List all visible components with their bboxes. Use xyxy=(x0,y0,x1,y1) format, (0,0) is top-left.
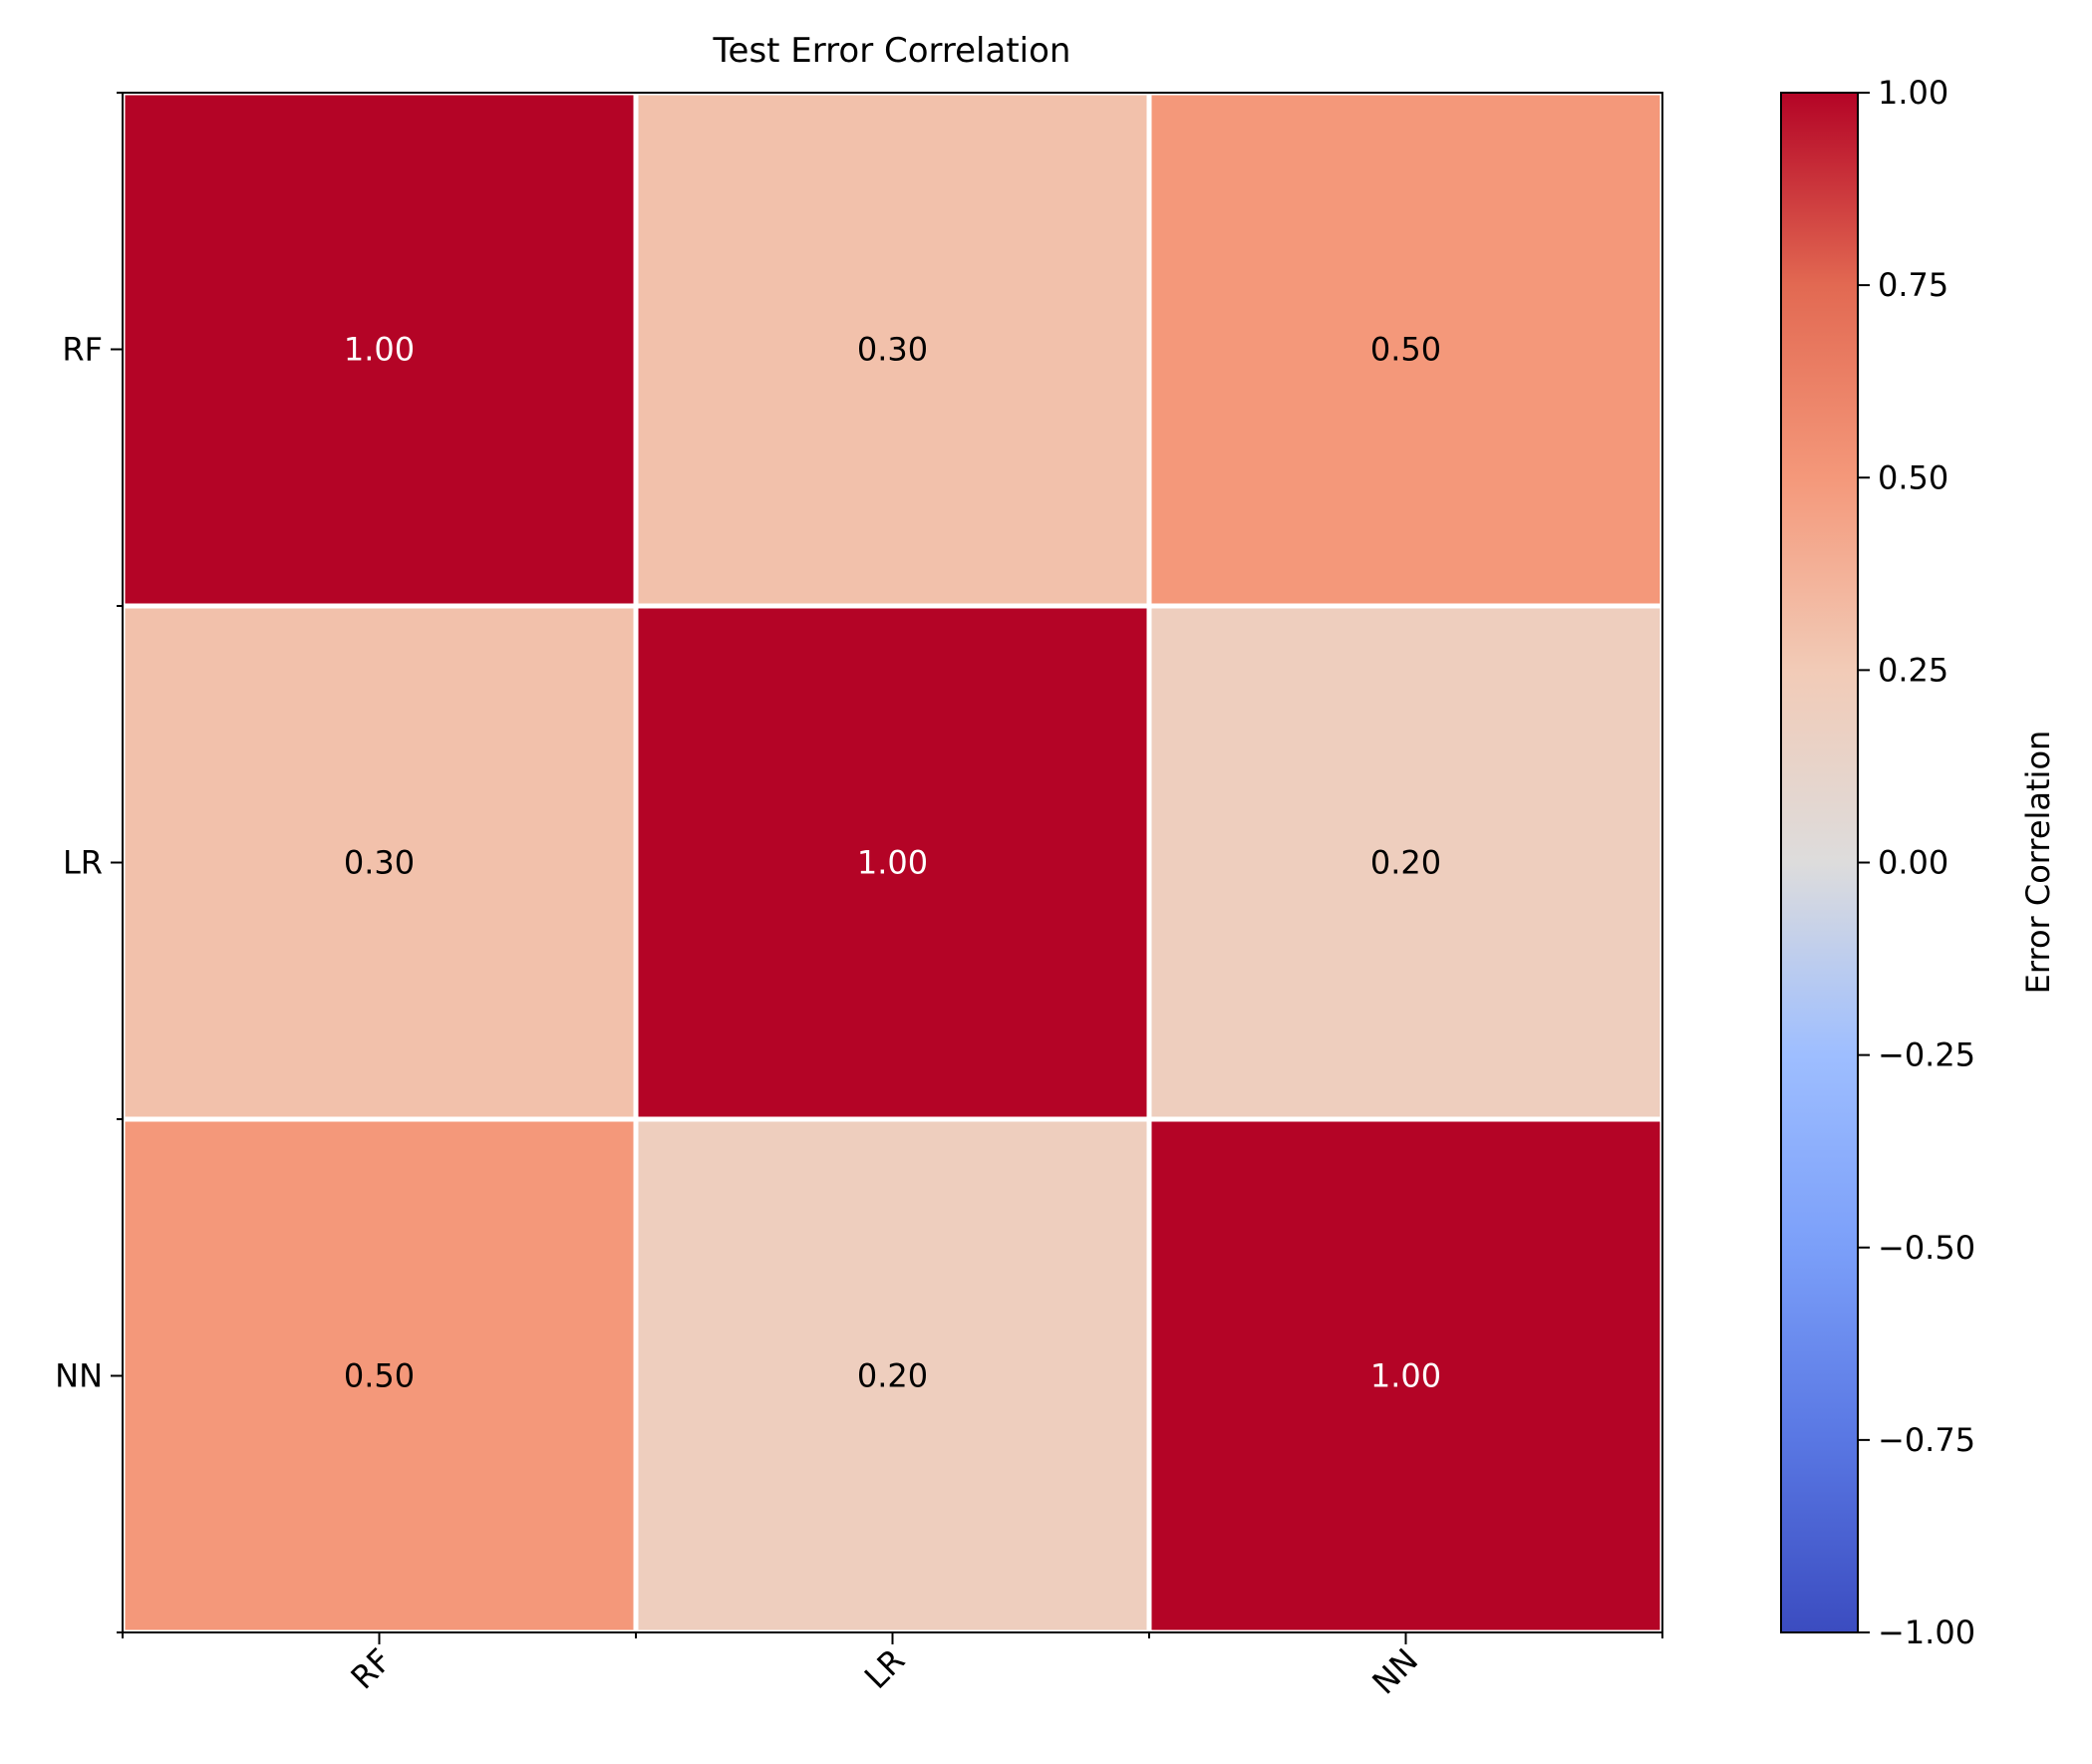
x-axis-tick-labels: RF LR NN xyxy=(344,1641,1426,1702)
heatmap-cell-LR-NN xyxy=(1146,603,1665,1122)
colorbar-tick-label: −0.25 xyxy=(1878,1036,1975,1074)
cell-value-label: 0.20 xyxy=(857,1357,928,1395)
cell-value-label: 0.30 xyxy=(857,331,928,369)
colorbar-tick-label: 0.25 xyxy=(1878,651,1948,689)
y-tick-label: NN xyxy=(55,1357,103,1395)
cell-value-label: 1.00 xyxy=(1370,1357,1441,1395)
x-tick-label: NN xyxy=(1364,1641,1425,1702)
chart-title: Test Error Correlation xyxy=(713,31,1071,71)
heatmap-cell-RF-RF xyxy=(120,90,639,609)
colorbar-label: Error Correlation xyxy=(2019,731,2057,995)
colorbar-tick-label: 1.00 xyxy=(1878,74,1948,112)
cell-value-label: 1.00 xyxy=(344,331,415,369)
y-tick-label: RF xyxy=(62,331,103,369)
x-tick-label: RF xyxy=(344,1641,400,1697)
heatmap-cell-NN-LR xyxy=(633,1116,1152,1635)
y-tick-label: LR xyxy=(63,844,103,882)
cell-value-label: 0.50 xyxy=(344,1357,415,1395)
heatmap-cells xyxy=(120,90,1665,1635)
colorbar xyxy=(1780,92,1859,1633)
colorbar-tick-label: −0.50 xyxy=(1878,1229,1975,1267)
cell-value-label: 0.20 xyxy=(1370,844,1441,882)
axis-ticks xyxy=(111,92,1663,1644)
y-axis-tick-labels: RF LR NN xyxy=(55,331,103,1395)
colorbar-tick-label: 0.00 xyxy=(1878,844,1948,882)
cell-value-label: 0.50 xyxy=(1370,331,1441,369)
colorbar-ticks: −1.00 −0.75 −0.50 −0.25 0.00 0.25 0.50 0.75 1.00 xyxy=(1858,74,1975,1651)
colorbar-tick-label: −1.00 xyxy=(1878,1614,1975,1651)
colorbar-tick-label: −0.75 xyxy=(1878,1421,1975,1459)
colorbar-tick-label: 0.75 xyxy=(1878,266,1948,304)
heatmap-cell-LR-RF xyxy=(120,603,639,1122)
x-tick-label: LR xyxy=(857,1641,912,1696)
cell-value-label: 0.30 xyxy=(344,844,415,882)
colorbar-tick-label: 0.50 xyxy=(1878,458,1948,496)
heatmap-cell-labels: 1.00 0.30 0.50 0.30 1.00 0.20 0.50 0.20 1.00 xyxy=(344,331,1441,1395)
heatmap-cell-RF-LR xyxy=(633,90,1152,609)
heatmap-cell-LR-LR xyxy=(633,603,1152,1122)
cell-value-label: 1.00 xyxy=(857,844,928,882)
